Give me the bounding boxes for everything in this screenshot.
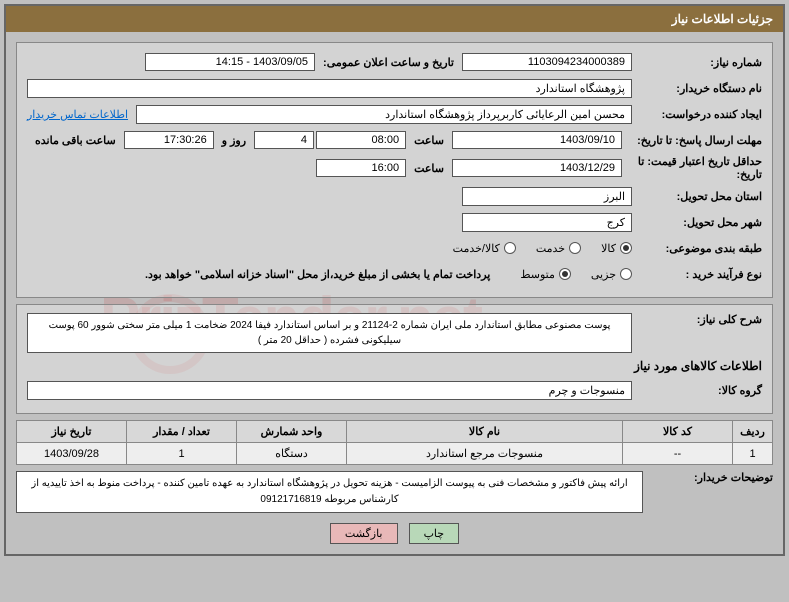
back-button[interactable]: بازگشت — [330, 523, 398, 544]
contact-link[interactable]: اطلاعات تماس خریدار — [27, 108, 128, 121]
requester-value: محسن امین الرعایائی کاربرپرداز پژوهشگاه … — [136, 105, 632, 124]
hour-label-2: ساعت — [406, 162, 452, 175]
goods-info-title: اطلاعات کالاهای مورد نیاز — [27, 359, 762, 373]
validity-hour-value: 16:00 — [316, 159, 406, 177]
payment-note: پرداخت تمام یا بخشی از مبلغ خرید،از محل … — [145, 268, 490, 281]
requester-label: ایجاد کننده درخواست: — [632, 108, 762, 121]
days-left-value: 4 — [254, 131, 314, 149]
province-value: البرز — [462, 187, 632, 206]
th-code: کد کالا — [623, 421, 733, 443]
mid-panel: شرح کلی نیاز: پوست مصنوعی مطابق استاندار… — [16, 304, 773, 414]
buyer-org-label: نام دستگاه خریدار: — [632, 82, 762, 95]
announce-date-label: تاریخ و ساعت اعلان عمومی: — [315, 56, 462, 69]
td-date: 1403/09/28 — [17, 443, 127, 465]
td-code: -- — [623, 443, 733, 465]
radio-goods-label: کالا — [601, 242, 616, 255]
th-unit: واحد شمارش — [237, 421, 347, 443]
top-panel: شماره نیاز: 1103094234000389 تاریخ و ساع… — [16, 42, 773, 298]
hours-remain-label: ساعت باقی مانده — [27, 134, 124, 147]
purchase-type-label: نوع فرآیند خرید : — [632, 268, 762, 281]
button-bar: چاپ بازگشت — [16, 523, 773, 544]
td-qty: 1 — [127, 443, 237, 465]
goods-group-value: منسوجات و چرم — [27, 381, 632, 400]
radio-service[interactable] — [569, 242, 581, 254]
general-desc-label: شرح کلی نیاز: — [632, 313, 762, 326]
radio-medium[interactable] — [559, 268, 571, 280]
panel-title: جزئیات اطلاعات نیاز — [672, 12, 773, 26]
main-frame: جزئیات اطلاعات نیاز شماره نیاز: 11030942… — [4, 4, 785, 556]
th-idx: ردیف — [733, 421, 773, 443]
category-label: طبقه بندی موضوعی: — [632, 242, 762, 255]
radio-service-label: خدمت — [536, 242, 565, 255]
goods-group-label: گروه کالا: — [632, 384, 762, 397]
response-deadline-label: مهلت ارسال پاسخ: تا تاریخ: — [622, 134, 762, 147]
td-name: منسوجات مرجع استاندارد — [347, 443, 623, 465]
th-qty: تعداد / مقدار — [127, 421, 237, 443]
radio-both-label: کالا/خدمت — [453, 242, 500, 255]
province-label: استان محل تحویل: — [632, 190, 762, 203]
hours-left-value: 17:30:26 — [124, 131, 214, 149]
buyer-notes-label: توضیحات خریدار: — [643, 471, 773, 484]
city-value: کرج — [462, 213, 632, 232]
th-date: تاریخ نیاز — [17, 421, 127, 443]
city-label: شهر محل تحویل: — [632, 216, 762, 229]
response-date-value: 1403/09/10 — [452, 131, 622, 149]
table-row: 1 -- منسوجات مرجع استاندارد دستگاه 1 140… — [17, 443, 773, 465]
radio-both[interactable] — [504, 242, 516, 254]
panel-header: جزئیات اطلاعات نیاز — [6, 6, 783, 32]
need-number-label: شماره نیاز: — [632, 56, 762, 69]
validity-label: حداقل تاریخ اعتبار قیمت: تا تاریخ: — [622, 155, 762, 181]
need-number-value: 1103094234000389 — [462, 53, 632, 71]
td-unit: دستگاه — [237, 443, 347, 465]
print-button[interactable]: چاپ — [409, 523, 460, 544]
goods-table: ردیف کد کالا نام کالا واحد شمارش تعداد /… — [16, 420, 773, 465]
radio-medium-label: متوسط — [520, 268, 555, 281]
th-name: نام کالا — [347, 421, 623, 443]
buyer-notes-box: ارائه پیش فاکتور و مشخصات فنی به پیوست ا… — [16, 471, 643, 513]
content-area: شماره نیاز: 1103094234000389 تاریخ و ساع… — [6, 32, 783, 554]
radio-minor-label: جزیی — [591, 268, 616, 281]
validity-date-value: 1403/12/29 — [452, 159, 622, 177]
purchase-radio-group: جزیی متوسط — [520, 268, 632, 281]
category-radio-group: کالا خدمت کالا/خدمت — [453, 242, 632, 255]
hour-label-1: ساعت — [406, 134, 452, 147]
radio-goods[interactable] — [620, 242, 632, 254]
radio-minor[interactable] — [620, 268, 632, 280]
response-hour-value: 08:00 — [316, 131, 406, 149]
general-desc-box: پوست مصنوعی مطابق استاندارد ملی ایران شم… — [27, 313, 632, 353]
announce-date-value: 1403/09/05 - 14:15 — [145, 53, 315, 71]
td-idx: 1 — [733, 443, 773, 465]
buyer-org-value: پژوهشگاه استاندارد — [27, 79, 632, 98]
days-and-label: روز و — [214, 134, 254, 147]
